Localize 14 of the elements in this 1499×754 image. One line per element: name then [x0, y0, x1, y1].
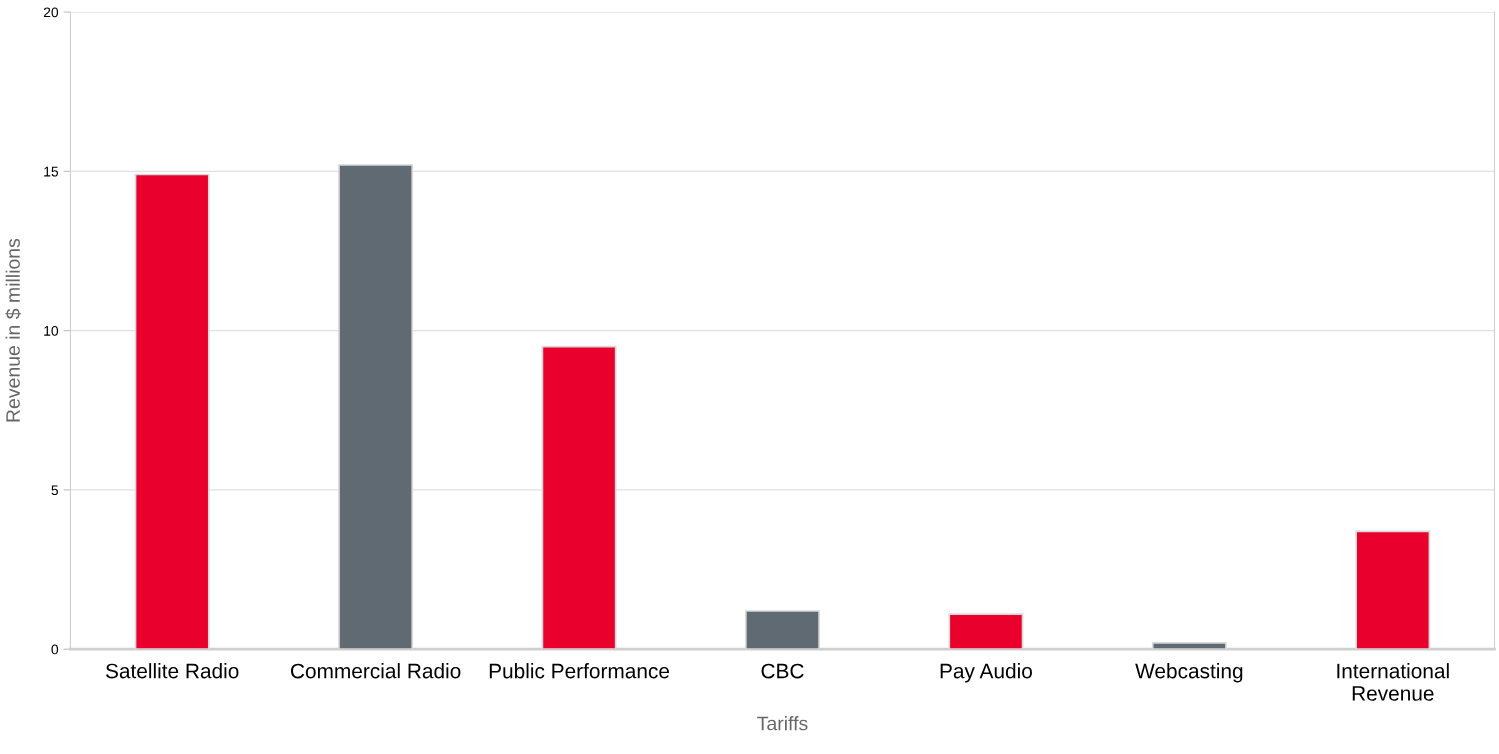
x-tick-label: Public Performance: [489, 663, 670, 679]
y-axis-title: Revenue in $ millions: [5, 238, 22, 422]
y-tick-label: 0: [51, 644, 59, 655]
x-tick-label: International Revenue: [1337, 663, 1449, 701]
y-tick-label: 5: [51, 485, 59, 496]
x-tick-label: Pay Audio: [940, 663, 1032, 683]
y-tick-label: 10: [44, 325, 59, 336]
y-tick-label: 20: [43, 7, 59, 18]
y-tick-label: 15: [44, 166, 59, 177]
x-tick-label: Commercial Radio: [291, 663, 461, 679]
x-axis-title: Tariffs: [757, 716, 808, 731]
x-tick-label: Satellite Radio: [105, 663, 239, 679]
x-tick-label: CBC: [761, 663, 804, 679]
x-tick-label: Webcasting: [1135, 663, 1243, 683]
